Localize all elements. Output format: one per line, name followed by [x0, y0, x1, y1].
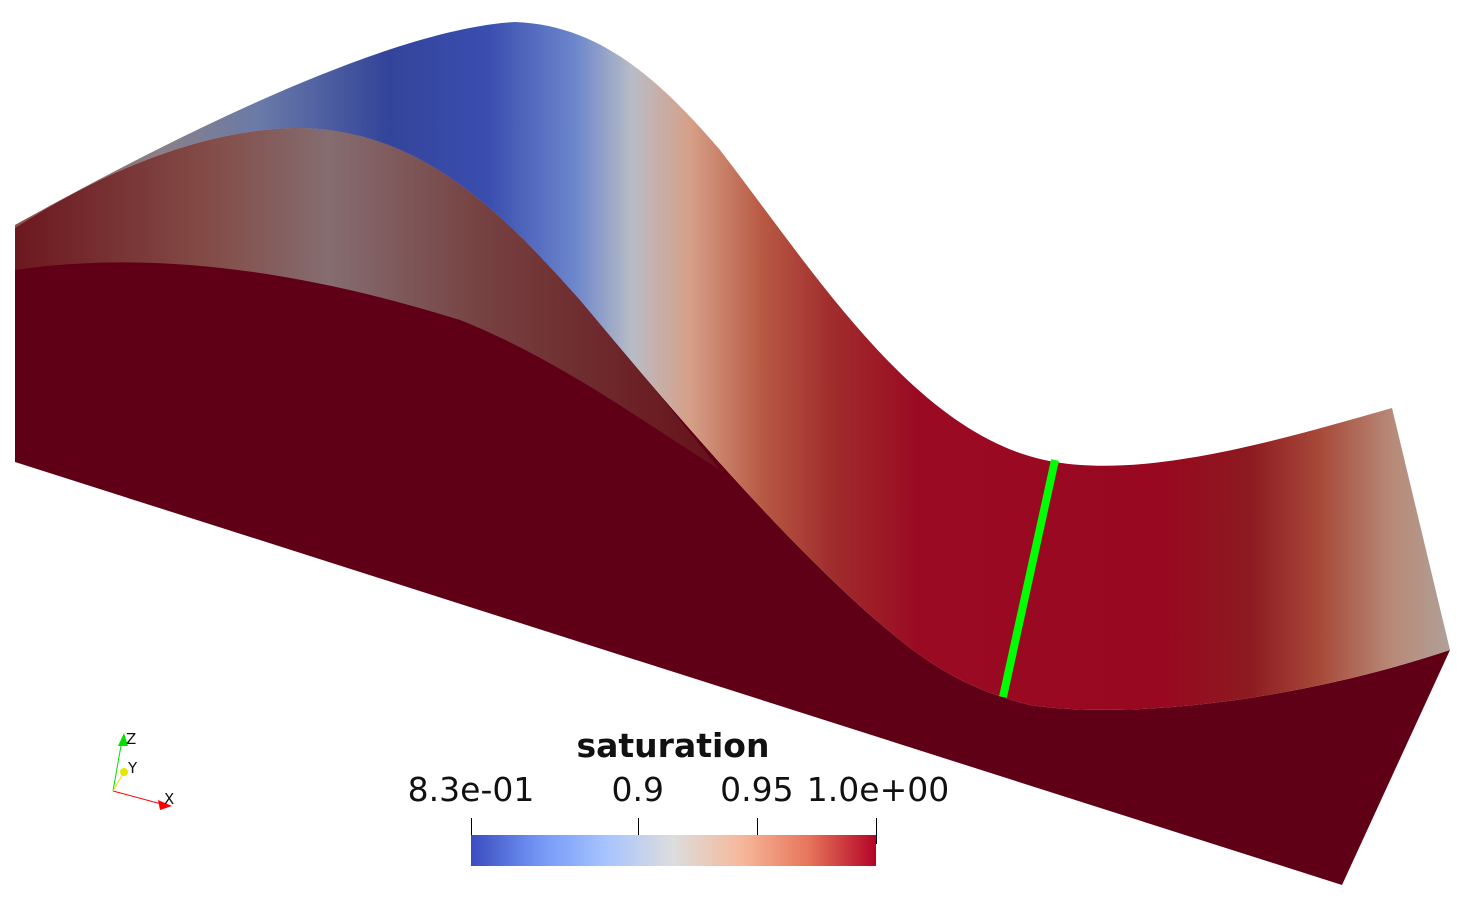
- highlight-line: [999, 459, 1059, 698]
- colorbar-label: 0.9: [611, 770, 664, 809]
- top-surface: [15, 22, 1450, 710]
- orientation-axes: [112, 733, 172, 810]
- colorbar-title: saturation: [576, 726, 770, 765]
- colorbar-tick: [876, 818, 877, 844]
- colorbar-label: 8.3e-01: [407, 770, 535, 809]
- colorbar-label: 0.95: [720, 770, 794, 809]
- colorbar-tick: [756, 818, 758, 844]
- y-axis-label: Y: [128, 759, 138, 777]
- colorbar-tick: [471, 818, 472, 844]
- front-face-upper-band: [15, 128, 720, 470]
- colorbar-tick: [637, 818, 639, 844]
- front-face: [15, 128, 1450, 885]
- z-axis-line: [112, 739, 123, 792]
- y-axis-marker-icon: [120, 768, 128, 776]
- x-axis-label: X: [164, 790, 175, 808]
- colorbar: [471, 835, 876, 866]
- z-axis-arrow-icon: [118, 733, 128, 746]
- z-axis-label: Z: [126, 730, 137, 748]
- x-axis-arrow-icon: [158, 800, 172, 810]
- colorbar-label: 1.0e+00: [806, 770, 950, 809]
- x-axis-line: [112, 790, 166, 806]
